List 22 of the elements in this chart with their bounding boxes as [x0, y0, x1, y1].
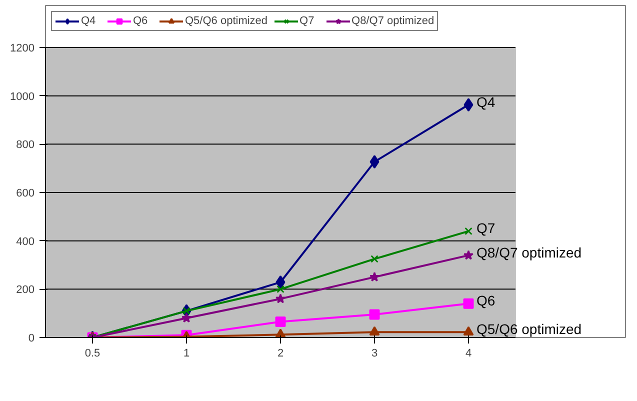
- legend-label: Q5/Q6 optimized: [185, 15, 268, 27]
- y-tick-label: 0: [28, 332, 35, 344]
- x-tick-label: 0.5: [84, 348, 100, 360]
- legend-label: Q6: [133, 15, 149, 27]
- text: Q7: [476, 220, 496, 236]
- y-tick-label: 400: [16, 236, 35, 248]
- y-tick-label: 600: [16, 188, 35, 200]
- text: Q4: [476, 94, 496, 110]
- legend-label: Q7: [300, 15, 316, 27]
- x-tick-label: 4: [465, 348, 472, 360]
- text: Q5/Q6 optimized: [476, 321, 582, 338]
- x-tick-label: 3: [371, 348, 378, 360]
- x-tick-label: 1: [183, 348, 190, 360]
- x-tick-label: 2: [277, 348, 284, 360]
- y-tick-label: 200: [16, 284, 35, 296]
- text: Q8/Q7 optimized: [476, 244, 582, 260]
- legend-label: Q4: [81, 15, 97, 27]
- text: Q6: [476, 292, 496, 309]
- legend-label: Q8/Q7 optimized: [352, 15, 434, 27]
- y-tick-label: 1200: [10, 42, 35, 54]
- y-tick-label: 800: [16, 139, 35, 152]
- y-tick-label: 1000: [10, 90, 35, 103]
